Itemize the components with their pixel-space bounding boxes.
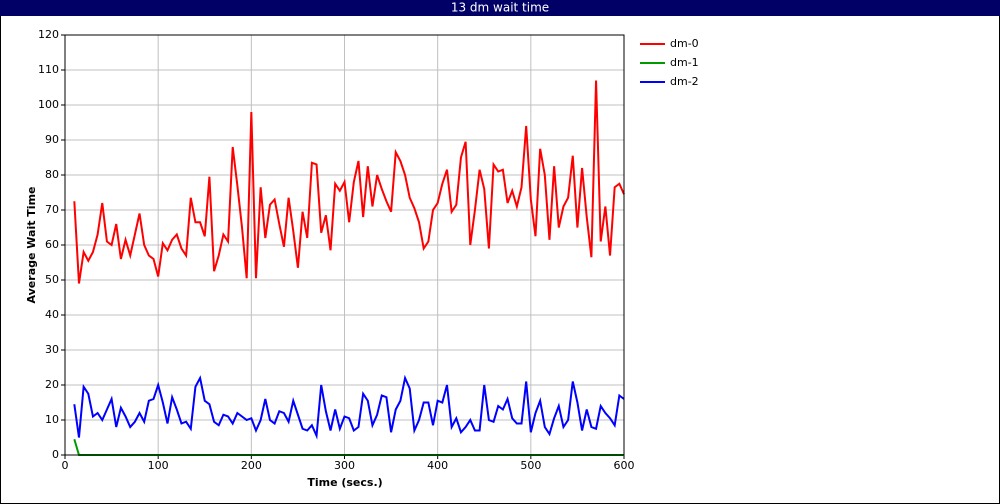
- x-tick-label: 0: [62, 459, 69, 472]
- y-tick-label: 100: [38, 98, 59, 111]
- x-axis-label: Time (secs.): [307, 476, 382, 489]
- legend-label: dm-1: [670, 56, 699, 69]
- chart-title: 13 dm wait time: [451, 1, 549, 15]
- y-tick-label: 40: [45, 308, 59, 321]
- legend-label: dm-2: [670, 75, 699, 88]
- x-tick-label: 300: [334, 459, 355, 472]
- y-tick-label: 70: [45, 203, 59, 216]
- series-line: [73, 374, 625, 440]
- x-tick-label: 100: [148, 459, 169, 472]
- y-tick-label: 80: [45, 168, 59, 181]
- series-line: [73, 80, 625, 284]
- y-tick-label: 50: [45, 273, 59, 286]
- y-tick-label: 120: [38, 28, 59, 41]
- y-tick-label: 110: [38, 63, 59, 76]
- title-bar: [0, 0, 1000, 16]
- y-tick-label: 60: [45, 238, 59, 251]
- x-tick-label: 400: [427, 459, 448, 472]
- legend-label: dm-0: [670, 37, 699, 50]
- y-tick-label: 90: [45, 133, 59, 146]
- y-axis-label: Average Wait Time: [25, 187, 38, 304]
- y-tick-label: 30: [45, 343, 59, 356]
- plot-border: [64, 34, 625, 456]
- x-tick-label: 600: [614, 459, 635, 472]
- x-tick-label: 500: [520, 459, 541, 472]
- x-tick-label: 200: [241, 459, 262, 472]
- y-tick-label: 10: [45, 413, 59, 426]
- y-tick-label: 20: [45, 378, 59, 391]
- y-tick-label: 0: [52, 448, 59, 461]
